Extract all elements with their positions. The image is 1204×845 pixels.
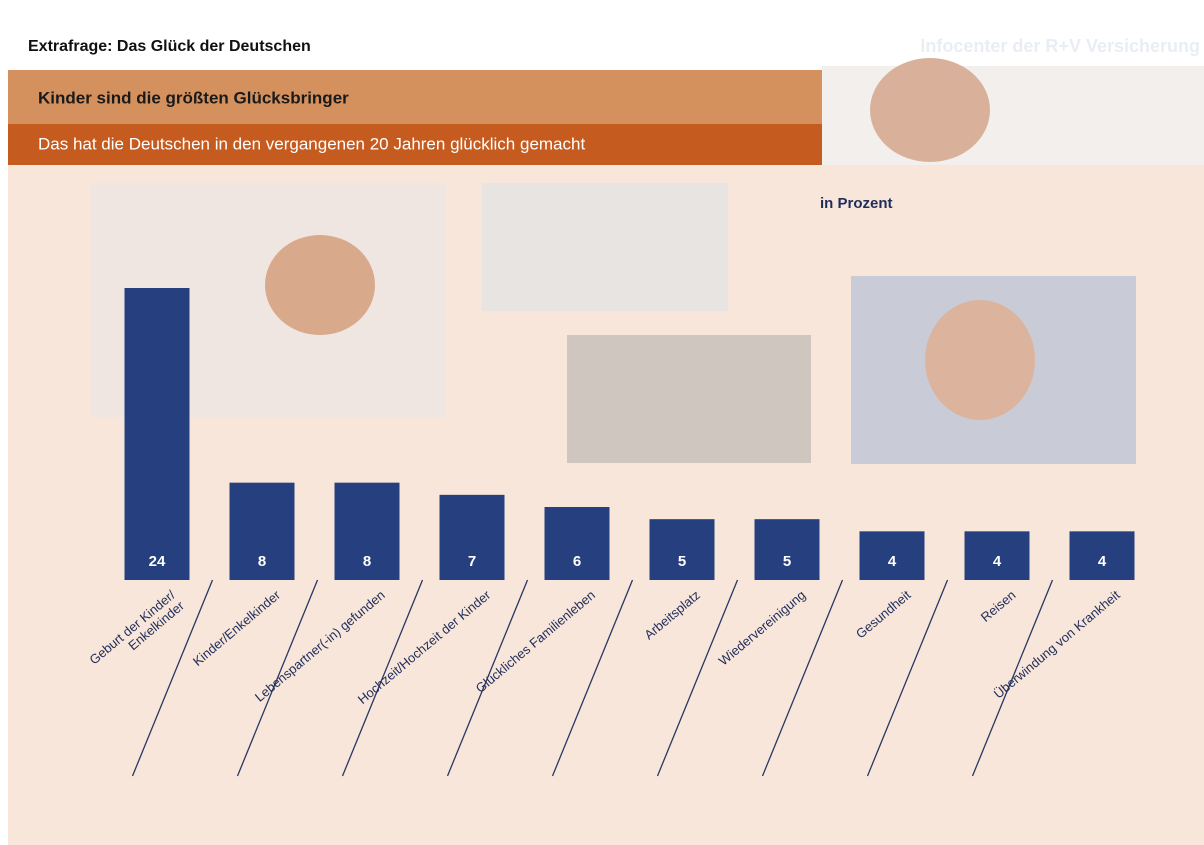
value-label: 4 — [993, 553, 1002, 570]
value-label: 6 — [573, 553, 581, 570]
value-label: 24 — [149, 553, 166, 570]
bar — [125, 288, 190, 580]
page: Extrafrage: Das Glück der Deutschen Info… — [0, 0, 1204, 845]
chart-subtitle: Das hat die Deutschen in den vergangenen… — [38, 134, 585, 153]
photo-family — [567, 335, 811, 463]
unit-label: in Prozent — [820, 195, 893, 212]
value-label: 5 — [678, 553, 686, 570]
photo-face — [870, 58, 990, 162]
header-title: Extrafrage: Das Glück der Deutschen — [28, 38, 311, 55]
header-source: Infocenter der R+V Versicherung — [920, 36, 1200, 56]
value-label: 5 — [783, 553, 791, 570]
bar — [650, 519, 715, 580]
value-label: 8 — [363, 553, 371, 570]
value-label: 4 — [1098, 553, 1107, 570]
photo-grandma — [482, 183, 728, 311]
photo-detail — [265, 235, 375, 335]
value-label: 4 — [888, 553, 897, 570]
photo-detail — [925, 300, 1035, 420]
bar — [755, 519, 820, 580]
value-label: 7 — [468, 553, 476, 570]
chart: Extrafrage: Das Glück der Deutschen Info… — [0, 0, 1204, 845]
chart-title: Kinder sind die größten Glücksbringer — [38, 88, 349, 107]
value-label: 8 — [258, 553, 266, 570]
